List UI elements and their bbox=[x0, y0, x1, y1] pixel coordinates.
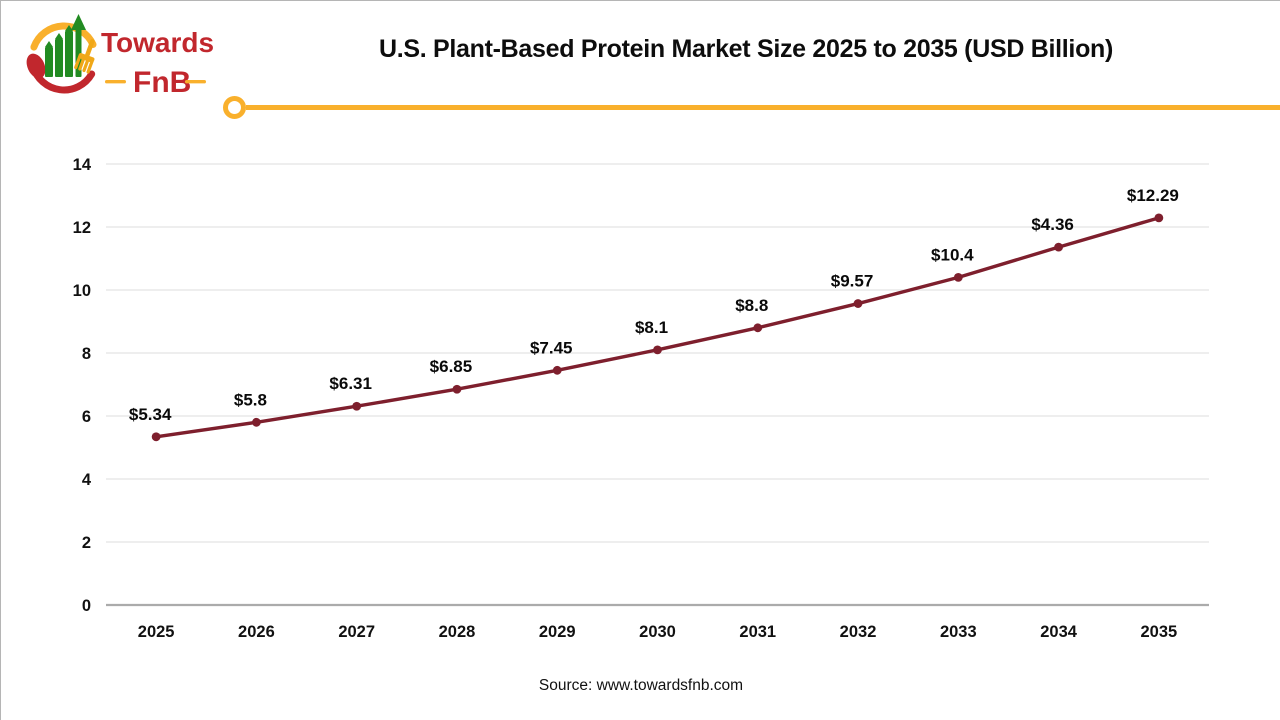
x-tick-label: 2027 bbox=[338, 623, 375, 641]
x-tick-label: 2025 bbox=[138, 623, 175, 641]
logo-arc-yellow-icon bbox=[30, 22, 97, 51]
data-point-label: $9.57 bbox=[831, 272, 874, 291]
data-point-marker bbox=[853, 299, 863, 308]
data-point-label: $6.85 bbox=[430, 357, 473, 376]
data-point-label: $5.8 bbox=[234, 390, 267, 409]
data-point-marker bbox=[252, 417, 261, 427]
data-point-label: $8.8 bbox=[735, 296, 768, 315]
data-point-label: $4.36 bbox=[1031, 215, 1074, 234]
y-tick-label: 4 bbox=[82, 471, 92, 489]
data-point-label: $5.34 bbox=[129, 405, 172, 424]
fork-icon bbox=[74, 39, 95, 74]
x-tick-label: 2031 bbox=[739, 623, 776, 641]
page-title: U.S. Plant-Based Protein Market Size 202… bbox=[378, 35, 1114, 63]
data-point-marker bbox=[1154, 213, 1164, 223]
logo-text-fnb: FnB bbox=[133, 66, 191, 99]
data-point-label: $12.29 bbox=[1127, 186, 1179, 205]
data-point-marker bbox=[452, 384, 462, 394]
x-tick-label: 2029 bbox=[539, 623, 576, 641]
x-tick-label: 2035 bbox=[1141, 623, 1178, 641]
y-tick-label: 0 bbox=[82, 597, 91, 615]
y-tick-label: 14 bbox=[73, 156, 92, 174]
data-point-label: $7.45 bbox=[530, 338, 573, 357]
y-tick-label: 6 bbox=[82, 408, 91, 426]
logo-dash-right-icon bbox=[185, 80, 206, 84]
divider-line bbox=[246, 105, 1280, 110]
y-tick-label: 2 bbox=[82, 534, 91, 552]
data-point-marker bbox=[352, 401, 362, 411]
data-point-marker bbox=[151, 432, 161, 442]
x-tick-label: 2026 bbox=[238, 623, 275, 641]
y-tick-label: 12 bbox=[73, 219, 91, 237]
data-point-label: $6.31 bbox=[329, 374, 372, 393]
x-tick-label: 2028 bbox=[439, 623, 476, 641]
source-note: Source: www.towardsfnb.com bbox=[538, 677, 744, 694]
market-size-line-chart: 0 2 4 6 8 10 12 14 2025 2026 2027 2028 2029 2030 2031 2… bbox=[73, 156, 1209, 641]
spoon-icon bbox=[26, 53, 46, 79]
data-point-marker bbox=[953, 273, 963, 282]
x-tick-label: 2033 bbox=[940, 623, 977, 641]
y-tick-label: 8 bbox=[82, 345, 91, 363]
divider-ring-icon bbox=[223, 96, 246, 119]
data-point-marker bbox=[552, 365, 562, 375]
data-point-marker bbox=[1054, 242, 1063, 252]
x-tick-label: 2032 bbox=[840, 623, 877, 641]
data-point-label: $8.1 bbox=[635, 318, 668, 337]
towards-fnb-logo: Towards FnB bbox=[26, 14, 214, 99]
x-tick-label: 2030 bbox=[639, 623, 676, 641]
x-tick-label: 2034 bbox=[1040, 623, 1078, 641]
data-point-marker bbox=[753, 323, 763, 333]
logo-dash-left-icon bbox=[105, 80, 126, 84]
logo-text-towards: Towards bbox=[101, 27, 214, 58]
y-tick-label: 10 bbox=[73, 282, 91, 300]
data-point-marker bbox=[653, 345, 662, 355]
data-point-label: $10.4 bbox=[931, 245, 974, 264]
